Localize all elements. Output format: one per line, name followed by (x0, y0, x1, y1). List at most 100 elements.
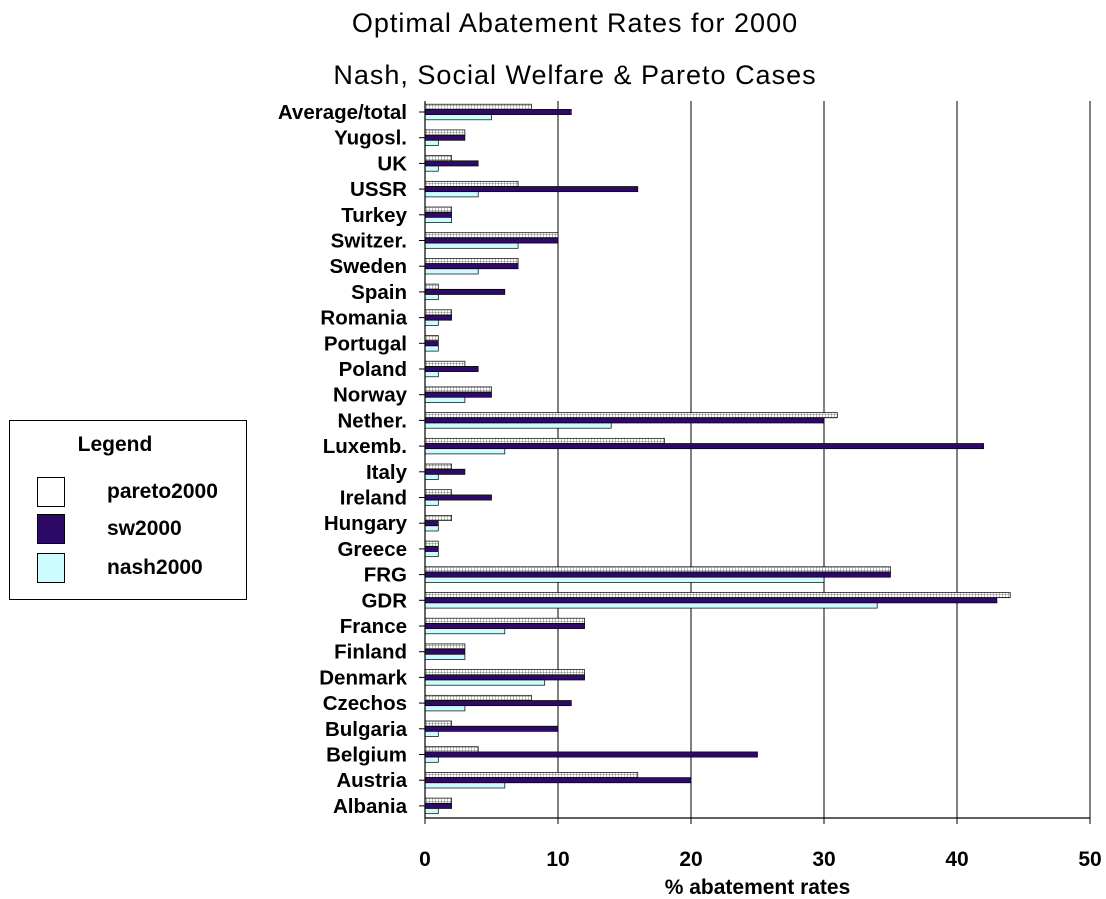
bar-pareto (424, 103, 532, 110)
bars (424, 103, 1011, 815)
y-tick-label: Hungary (324, 512, 408, 535)
bar-sw (424, 443, 984, 450)
bar-nash (424, 576, 825, 583)
bar-sw (424, 468, 466, 475)
chart-subtitle: Nash, Social Welfare & Pareto Cases (333, 60, 817, 90)
bar-pareto (424, 463, 452, 470)
y-tick-label: Denmark (319, 666, 407, 689)
legend-label-pareto: pareto2000 (107, 480, 218, 503)
bar-sw (424, 802, 452, 809)
y-tick-label: Yugosl. (334, 127, 407, 150)
gridlines (557, 101, 1091, 818)
bar-pareto (424, 720, 452, 727)
bar-sw (424, 520, 439, 527)
bar-sw (424, 597, 998, 604)
bar-nash (424, 679, 546, 686)
bar-sw (424, 186, 639, 193)
legend-label-sw: sw2000 (107, 517, 182, 540)
bar-pareto (424, 412, 838, 419)
bar-pareto (424, 797, 452, 804)
bar-nash (424, 808, 439, 815)
x-tick-label: 40 (945, 848, 968, 871)
tick-labels: 0 10 20 30 40 50 Average/total Yugosl.UK USSR Tur… (278, 101, 1102, 899)
y-tick-label: France (340, 615, 407, 638)
bar-nash (424, 448, 506, 455)
bar-nash (424, 268, 479, 275)
x-tick-label: 10 (546, 848, 569, 871)
bar-pareto (424, 360, 466, 367)
x-tick-label: 30 (812, 848, 835, 871)
bar-pareto (424, 617, 585, 624)
bar-nash (424, 551, 439, 558)
bar-nash (424, 628, 506, 635)
y-tick-label: Turkey (341, 204, 407, 227)
legend: Legend pareto2000 sw2000 nash2000 (9, 420, 247, 600)
y-tick-label: Sweden (330, 255, 407, 278)
y-tick-label: UK (377, 152, 407, 175)
bar-nash (424, 114, 492, 121)
bar-sw (424, 725, 559, 732)
bar-sw (424, 109, 572, 115)
bar-pareto (424, 232, 559, 239)
bar-sw (424, 674, 585, 681)
bar-sw (424, 340, 439, 347)
bar-sw (424, 160, 479, 167)
legend-swatch-sw (37, 514, 65, 544)
bar-nash (424, 705, 466, 712)
bar-sw (424, 366, 479, 372)
bar-sw (424, 417, 825, 424)
bar-pareto (424, 746, 479, 753)
bar-sw (424, 751, 758, 758)
bar-sw (424, 648, 466, 655)
y-tick-label: Spain (351, 281, 407, 304)
bar-sw (424, 211, 452, 218)
bar-pareto (424, 566, 891, 573)
bar-sw (424, 237, 559, 244)
y-tick-label: Average/total (278, 101, 407, 124)
bar-pareto (424, 515, 452, 521)
bar-sw (424, 314, 452, 321)
y-tick-label: Albania (333, 795, 408, 818)
bar-sw (424, 777, 692, 784)
bar-sw (424, 263, 519, 270)
x-tick-label: 20 (679, 848, 702, 871)
y-tick-label: Luxemb. (323, 435, 407, 458)
bar-nash (424, 294, 439, 301)
bar-nash (424, 782, 506, 789)
bar-nash (424, 731, 439, 737)
legend-title: Legend (77, 433, 153, 456)
bar-sw (424, 494, 492, 501)
bar-pareto (424, 155, 452, 162)
bar-sw (424, 288, 506, 295)
bar-pareto (424, 129, 466, 136)
bar-pareto (424, 258, 519, 264)
bar-sw (424, 134, 466, 141)
y-tick-label: Ireland (340, 487, 407, 510)
y-tick-label: Romania (320, 307, 407, 330)
bar-nash (424, 319, 439, 326)
bar-pareto (424, 489, 452, 496)
bar-sw (424, 700, 572, 707)
legend-swatch-pareto (37, 477, 65, 507)
y-tick-label: Greece (337, 538, 407, 561)
y-tick-label: Nether. (338, 409, 408, 432)
y-tick-label: Finland (334, 641, 407, 664)
x-axis-label: % abatement rates (665, 876, 851, 899)
bar-pareto (424, 206, 452, 213)
bar-nash (424, 139, 439, 146)
bar-nash (424, 191, 479, 198)
y-tick-label: Portugal (324, 332, 407, 355)
axes (419, 101, 1091, 824)
bar-nash (424, 396, 466, 403)
y-tick-label: Switzer. (331, 230, 407, 253)
bar-pareto (424, 669, 585, 676)
bar-pareto (424, 386, 492, 393)
y-tick-label: GDR (361, 589, 407, 612)
bar-nash (424, 165, 439, 172)
bar-nash (424, 217, 452, 223)
x-tick-label: 0 (419, 848, 431, 871)
y-tick-label: FRG (364, 564, 407, 587)
bar-nash (424, 602, 878, 609)
legend-swatch-nash (37, 553, 65, 583)
